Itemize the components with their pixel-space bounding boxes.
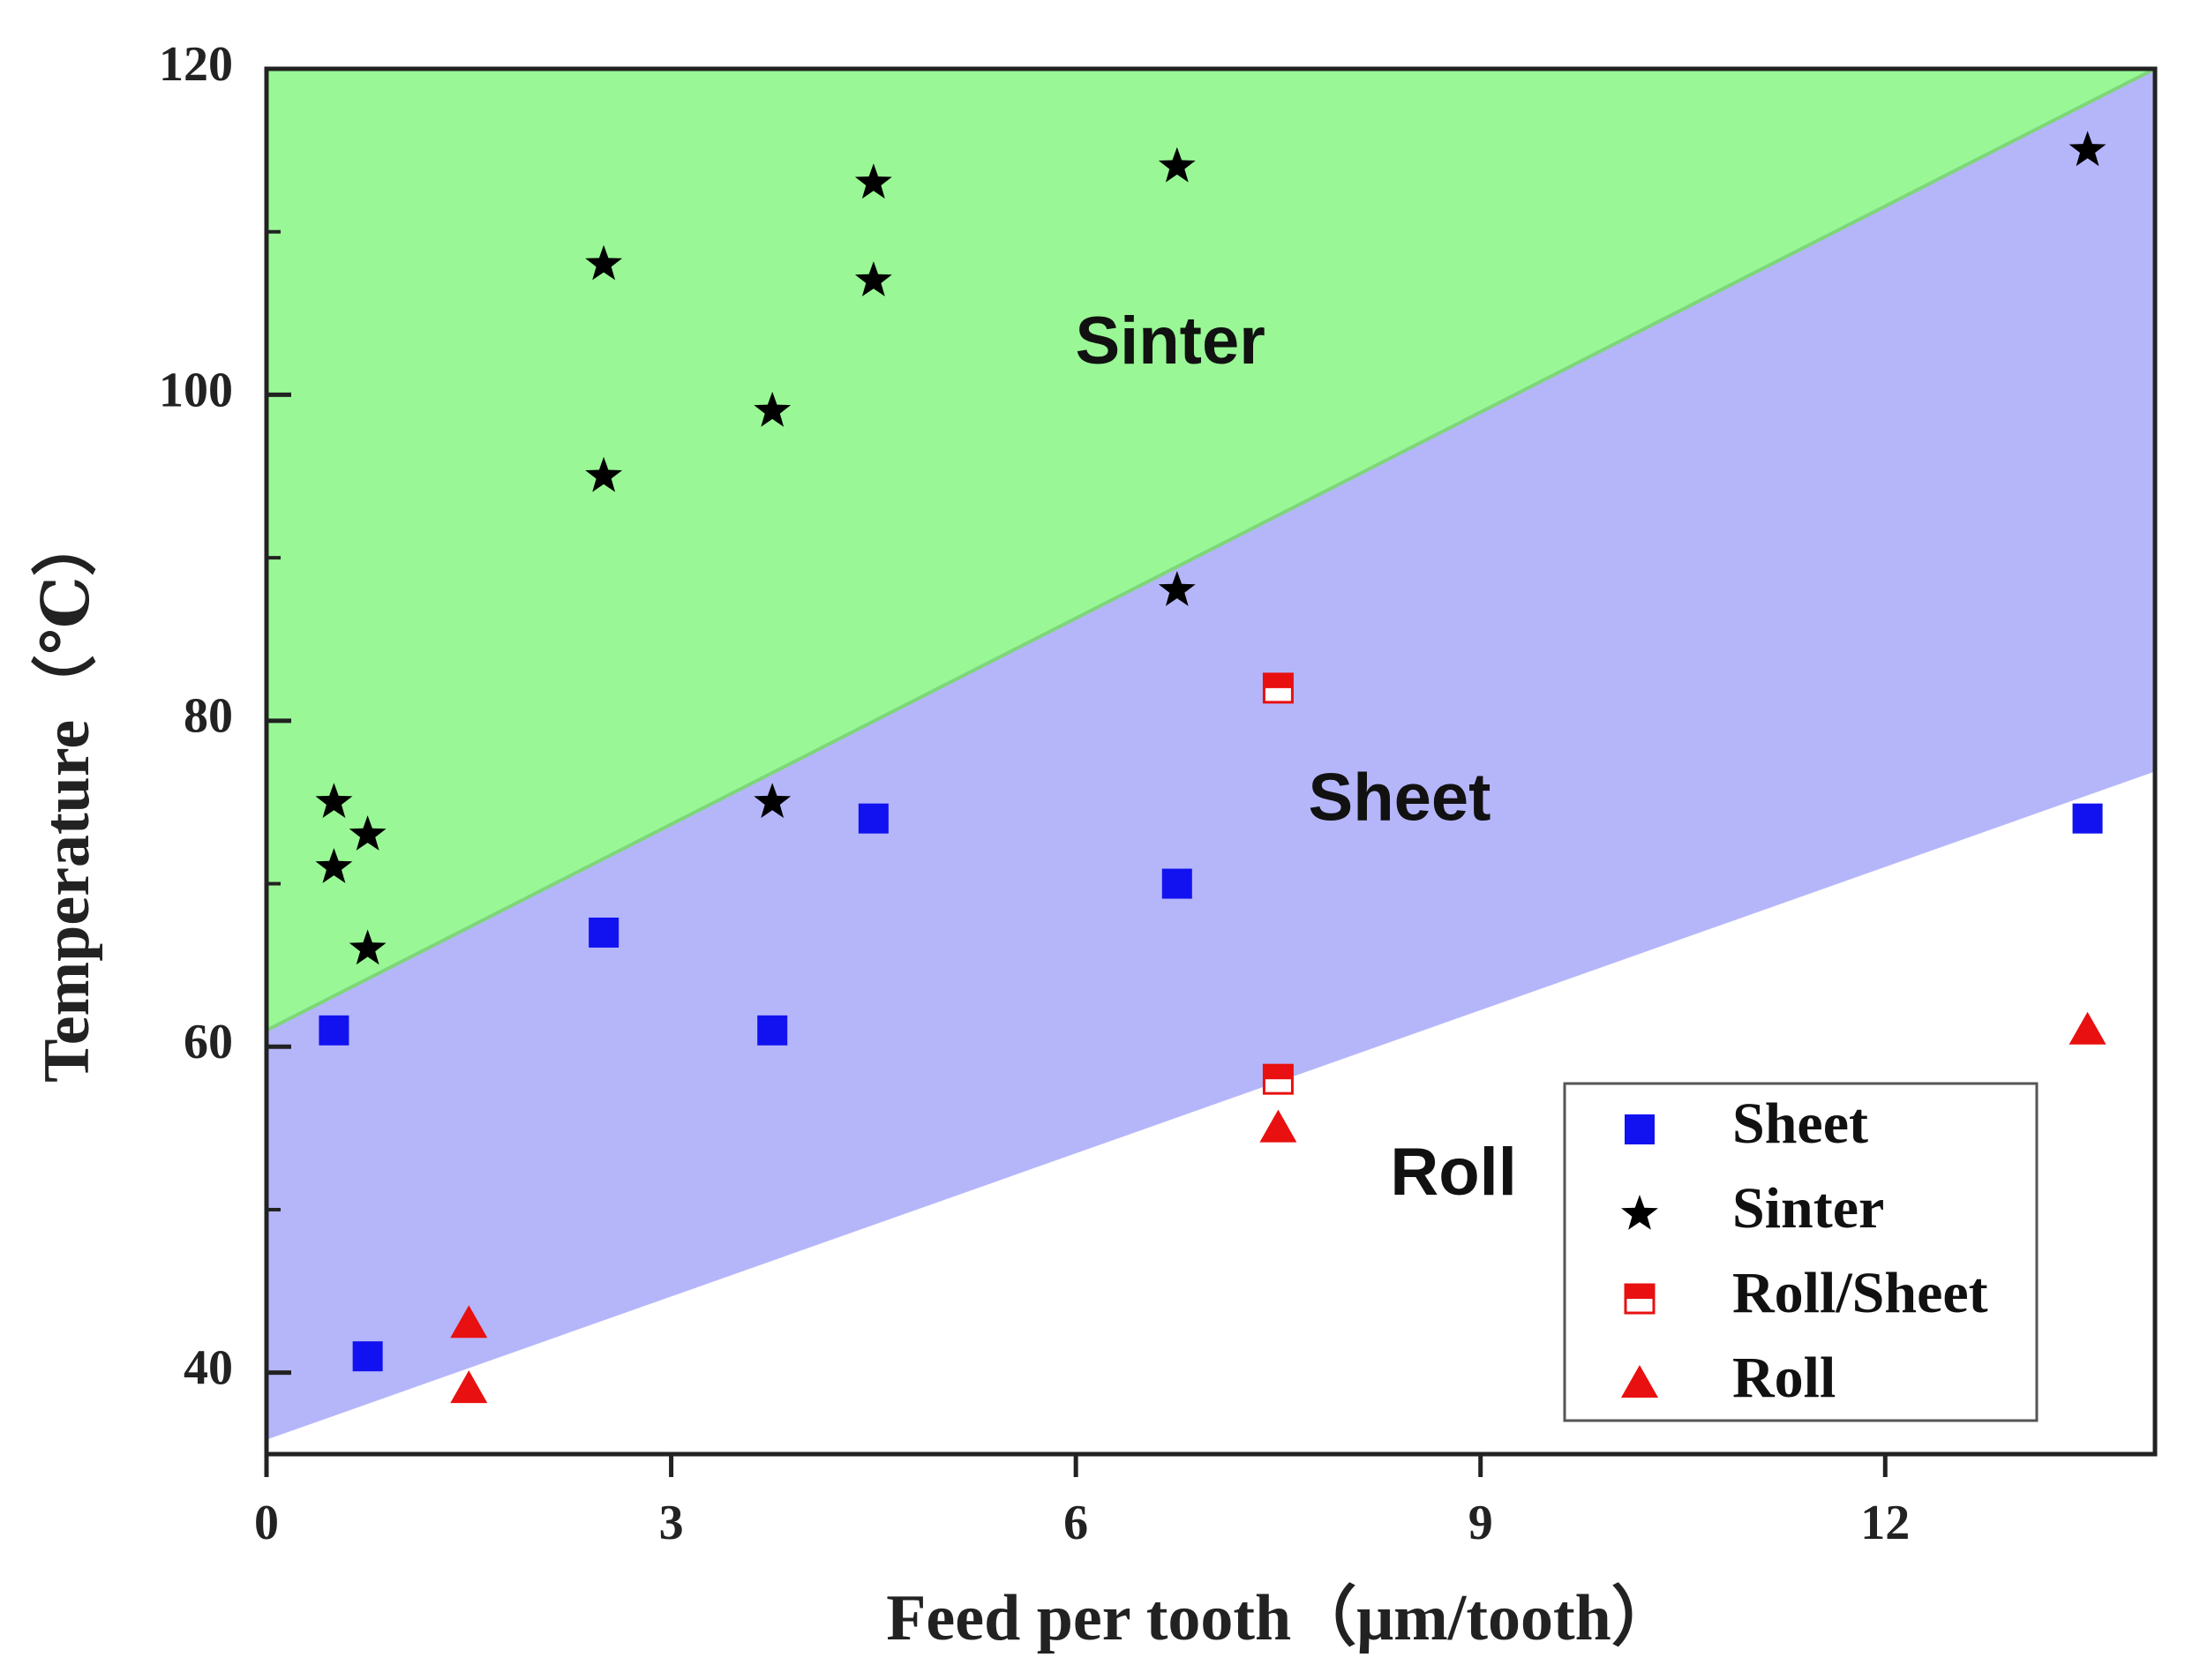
point-sinter — [1158, 146, 1196, 183]
plot-frame — [264, 66, 2158, 1457]
point-sinter — [754, 391, 792, 427]
legend-label-sheet: Sheet — [1732, 1091, 1868, 1156]
point-roll — [450, 1370, 488, 1404]
x-tick-label: 3 — [659, 1496, 684, 1550]
boundaries-layer — [266, 67, 2156, 1440]
region-labels-layer: Sinter Sheet Roll — [1075, 304, 1516, 1210]
legend-marker-sheet — [1625, 1114, 1655, 1144]
legend-marker-sinter — [1621, 1195, 1658, 1230]
point-sheet — [2072, 803, 2103, 834]
legend-marker-roll — [1621, 1365, 1658, 1398]
y-tick-label: 120 — [159, 37, 233, 92]
point-sinter — [315, 848, 353, 883]
point-sinter — [854, 163, 892, 199]
x-tick-label: 0 — [254, 1496, 279, 1550]
point-sheet — [589, 917, 619, 948]
legend-marker-roll-sheet — [1624, 1283, 1656, 1315]
point-roll-sheet — [1262, 1063, 1294, 1095]
point-sinter — [585, 244, 623, 281]
point-sinter — [1158, 571, 1196, 606]
point-sinter — [854, 261, 892, 296]
point-sinter — [349, 815, 387, 851]
y-tick-label: 40 — [184, 1340, 233, 1395]
point-sheet — [858, 803, 889, 834]
point-roll — [2069, 1011, 2106, 1045]
region-boundary — [266, 67, 2156, 1032]
point-roll — [1259, 1109, 1297, 1143]
x-tick-label: 9 — [1468, 1496, 1493, 1550]
region-sheet — [267, 69, 2155, 1438]
points-layer — [315, 131, 2106, 1404]
point-sheet — [319, 1015, 349, 1046]
legend-label-roll-sheet: Roll/Sheet — [1732, 1261, 1988, 1325]
y-tick-label: 80 — [184, 689, 233, 744]
region-label-sinter: Sinter — [1075, 304, 1265, 379]
y-tick-label: 100 — [159, 363, 233, 417]
point-sheet — [757, 1015, 788, 1046]
point-sinter — [2069, 131, 2106, 167]
legend-label-sinter: Sinter — [1732, 1176, 1884, 1241]
legend: Sheet Sinter Roll/Sheet Roll — [1563, 1082, 2039, 1422]
y-tick-label: 60 — [184, 1015, 233, 1069]
ticks-layer: 0 3 6 9 12 40 60 80 100 120 — [159, 37, 1910, 1550]
y-axis-title: Temperature（℃） — [31, 511, 103, 1083]
region-label-sheet: Sheet — [1309, 760, 1491, 835]
x-axis-title: Feed per tooth（μm/tooth） — [886, 1582, 1677, 1654]
legend-label-roll: Roll — [1732, 1346, 1836, 1410]
x-tick-label: 6 — [1063, 1496, 1088, 1550]
point-sheet — [352, 1341, 383, 1372]
point-sheet — [1161, 868, 1192, 899]
point-roll — [450, 1305, 488, 1339]
point-sinter — [585, 456, 623, 492]
x-tick-label: 12 — [1860, 1496, 1910, 1550]
point-sinter — [315, 783, 353, 818]
point-sinter — [754, 783, 792, 818]
region-label-roll: Roll — [1390, 1135, 1517, 1210]
point-roll-sheet — [1262, 672, 1294, 704]
point-sinter — [349, 929, 387, 965]
region-boundary — [266, 768, 2156, 1440]
